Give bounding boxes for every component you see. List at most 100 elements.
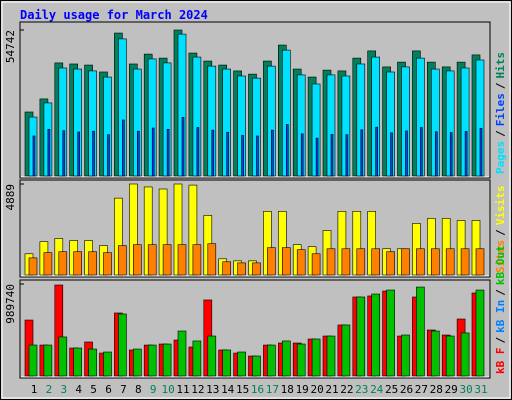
x-tick-label: 22 [340, 383, 353, 396]
y-tick-label: 54742 [4, 30, 17, 63]
bar [107, 134, 110, 177]
bar [88, 348, 97, 377]
bar [47, 129, 51, 177]
bar [237, 262, 246, 276]
legend: Pages / Files / Hits [494, 52, 507, 174]
bar [271, 129, 274, 177]
legend-separator: / [494, 229, 507, 236]
x-tick-label: 20 [310, 383, 323, 396]
bar [371, 293, 381, 377]
legend-entry: Visits [494, 186, 507, 226]
bar [341, 248, 351, 276]
x-tick-label: 25 [385, 383, 398, 396]
bar [151, 127, 155, 177]
bar [326, 335, 336, 377]
bar [226, 131, 229, 177]
x-tick-label: 8 [135, 383, 142, 396]
legend-entry: kB F [494, 348, 507, 375]
bar [211, 129, 215, 177]
x-tick-label: 23 [355, 383, 368, 396]
bar [341, 324, 351, 377]
x-tick-label: 30 [459, 383, 472, 396]
x-tick-label: 24 [370, 383, 384, 396]
x-tick-label: 5 [90, 383, 97, 396]
bar [375, 126, 379, 177]
bar [401, 248, 410, 276]
legend-entry: kB In [494, 300, 507, 333]
bar [162, 244, 172, 276]
bar [118, 245, 127, 276]
bar [252, 355, 261, 377]
bar [420, 127, 423, 177]
bar [207, 335, 217, 377]
x-tick-label: 21 [325, 383, 338, 396]
bar [416, 286, 425, 377]
bar [207, 243, 217, 276]
legend-entry: Sites [494, 240, 507, 273]
bar [390, 132, 393, 177]
bar [326, 248, 336, 276]
x-tick-label: 16 [251, 383, 264, 396]
legend: Sites / Visits [494, 186, 507, 274]
bar [445, 335, 455, 377]
bar [28, 257, 38, 276]
bar [147, 344, 157, 377]
x-tick-label: 17 [266, 383, 279, 396]
x-tick-label: 26 [400, 383, 413, 396]
bar [416, 248, 425, 276]
bar [177, 330, 187, 377]
bar [464, 131, 468, 177]
bar [196, 127, 200, 177]
y-tick-label: 4889 [4, 184, 17, 211]
x-tick-label: 4 [75, 383, 82, 396]
bar [177, 244, 187, 276]
bar [267, 247, 276, 276]
bar [43, 252, 53, 276]
bar [58, 251, 68, 276]
bar [166, 129, 170, 177]
x-tick-label: 19 [296, 383, 309, 396]
bar [296, 249, 306, 276]
bar [386, 289, 395, 377]
bar [475, 248, 485, 276]
bar [330, 134, 334, 177]
bar [137, 130, 140, 177]
bar [192, 340, 202, 377]
legend: kB F / kB In / kB Out [494, 245, 507, 374]
bar [103, 351, 112, 377]
x-tick-label: 7 [120, 383, 127, 396]
bar [122, 119, 125, 177]
bar [345, 134, 349, 177]
bar [475, 289, 485, 377]
bar [28, 344, 38, 377]
x-tick-label: 6 [105, 383, 112, 396]
legend-separator: / [494, 82, 507, 89]
x-tick-label: 1 [31, 383, 38, 396]
bar [88, 251, 97, 276]
bar [356, 296, 366, 377]
bar [133, 348, 142, 377]
x-tick-label: 28 [430, 383, 443, 396]
legend-entry: kB Out [494, 245, 507, 285]
legend-entry: Pages [494, 141, 507, 174]
bar [430, 330, 440, 377]
x-tick-label: 27 [415, 383, 428, 396]
bar [192, 244, 202, 276]
legend-entry: Files [494, 93, 507, 126]
bar [449, 132, 453, 177]
bar [315, 137, 319, 177]
bar [405, 130, 408, 177]
bar [58, 336, 68, 377]
bar [62, 130, 66, 177]
bar [371, 248, 381, 276]
x-tick-label: 13 [206, 383, 219, 396]
bar [241, 135, 244, 177]
x-tick-label: 31 [474, 383, 487, 396]
bar [267, 344, 276, 377]
chart-title: Daily usage for March 2024 [20, 8, 208, 22]
y-tick-label: 989740 [4, 284, 17, 324]
bar [401, 334, 410, 377]
bar [133, 244, 142, 276]
x-tick-label: 10 [161, 383, 174, 396]
